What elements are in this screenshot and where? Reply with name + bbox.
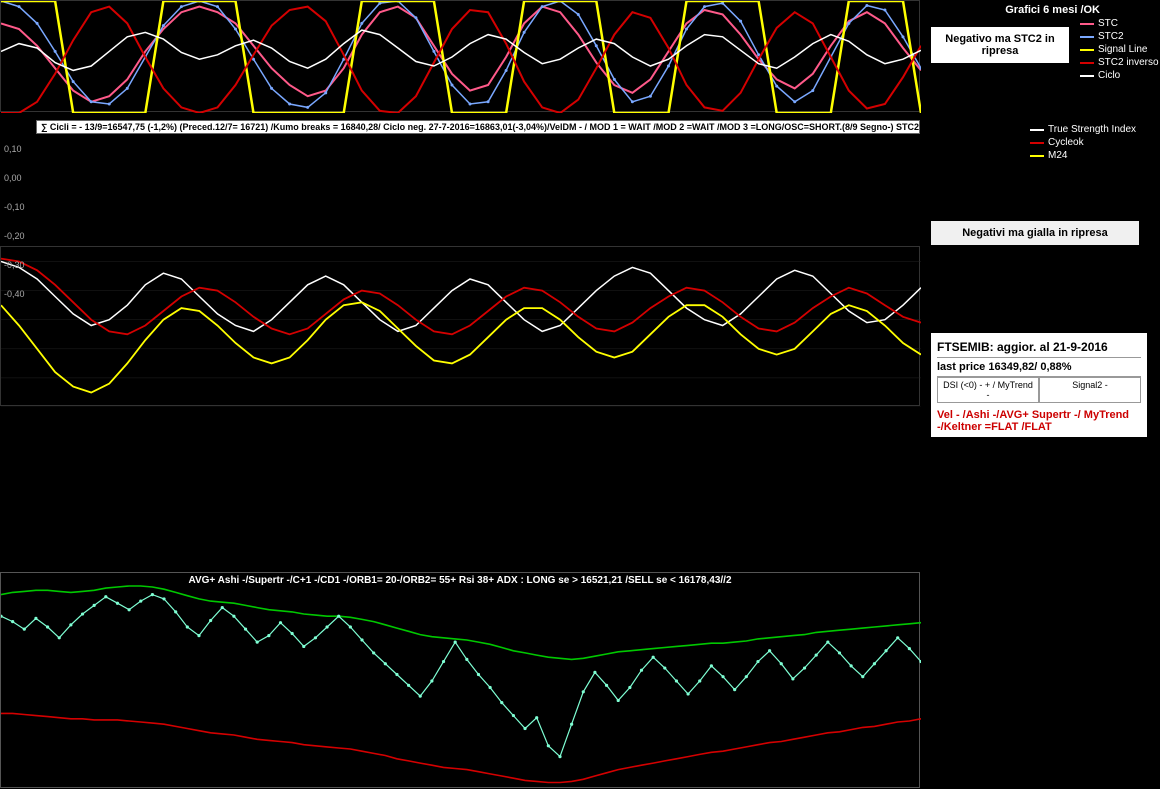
panel1-infobox-text: Negativo ma STC2 in ripresa xyxy=(945,33,1054,57)
ytick-label: -0,40 xyxy=(4,289,25,299)
ytick-label: -0,20 xyxy=(4,231,25,241)
red-summary: Vel - /Ashi -/AVG+ Supertr -/ MyTrend -/… xyxy=(937,403,1141,433)
panel1-infobox: Negativo ma STC2 in ripresa xyxy=(930,26,1070,64)
legend-item: Signal Line xyxy=(1080,44,1159,55)
panel2-infobox-text: Negativi ma gialla in ripresa xyxy=(962,227,1108,239)
legend-item: STC xyxy=(1080,18,1159,29)
legend-item: STC2 inverso xyxy=(1080,57,1159,68)
panel2-header: ∑ Cicli = - 13/9=16547,75 (-1,2%) (Prece… xyxy=(36,120,920,134)
ftsemib-title: FTSEMIB: aggior. al 21-9-2016 xyxy=(937,337,1141,358)
legend-item: M24 xyxy=(1030,150,1136,161)
panel3-header: AVG+ Ashi -/Supertr -/C+1 -/CD1 -/ORB1= … xyxy=(1,575,919,586)
legend-item: True Strength Index xyxy=(1030,124,1136,135)
panel1-chart xyxy=(0,0,920,112)
ytick-label: -0,30 xyxy=(4,260,25,270)
legend-item: STC2 xyxy=(1080,31,1159,42)
ytick-label: 0,10 xyxy=(4,144,22,154)
ytick-label: -0,10 xyxy=(4,202,25,212)
signal-cells: DSI (<0) - + / MyTrend - Signal2 - xyxy=(937,377,1141,403)
cell-signal2: Signal2 - xyxy=(1039,377,1141,403)
title-top: Grafici 6 mesi /OK xyxy=(1005,4,1100,16)
panel1-legend: STC STC2 Signal Line STC2 inverso Ciclo xyxy=(1080,18,1159,83)
sidebar-info: FTSEMIB: aggior. al 21-9-2016 last price… xyxy=(930,332,1148,438)
panel3-chart: AVG+ Ashi -/Supertr -/C+1 -/CD1 -/ORB1= … xyxy=(0,572,920,788)
legend-item: Ciclo xyxy=(1080,70,1159,81)
panel2-infobox: Negativi ma gialla in ripresa xyxy=(930,220,1140,246)
ytick-label: 0,00 xyxy=(4,173,22,183)
panel2-chart xyxy=(0,246,920,406)
cell-dsi: DSI (<0) - + / MyTrend - xyxy=(937,377,1039,403)
panel2-legend: True Strength Index Cycleok M24 xyxy=(1030,124,1136,163)
last-price: last price 16349,82/ 0,88% xyxy=(937,358,1141,377)
legend-item: Cycleok xyxy=(1030,137,1136,148)
panel2-header-text: ∑ Cicli = - 13/9=16547,75 (-1,2%) (Prece… xyxy=(41,122,920,132)
